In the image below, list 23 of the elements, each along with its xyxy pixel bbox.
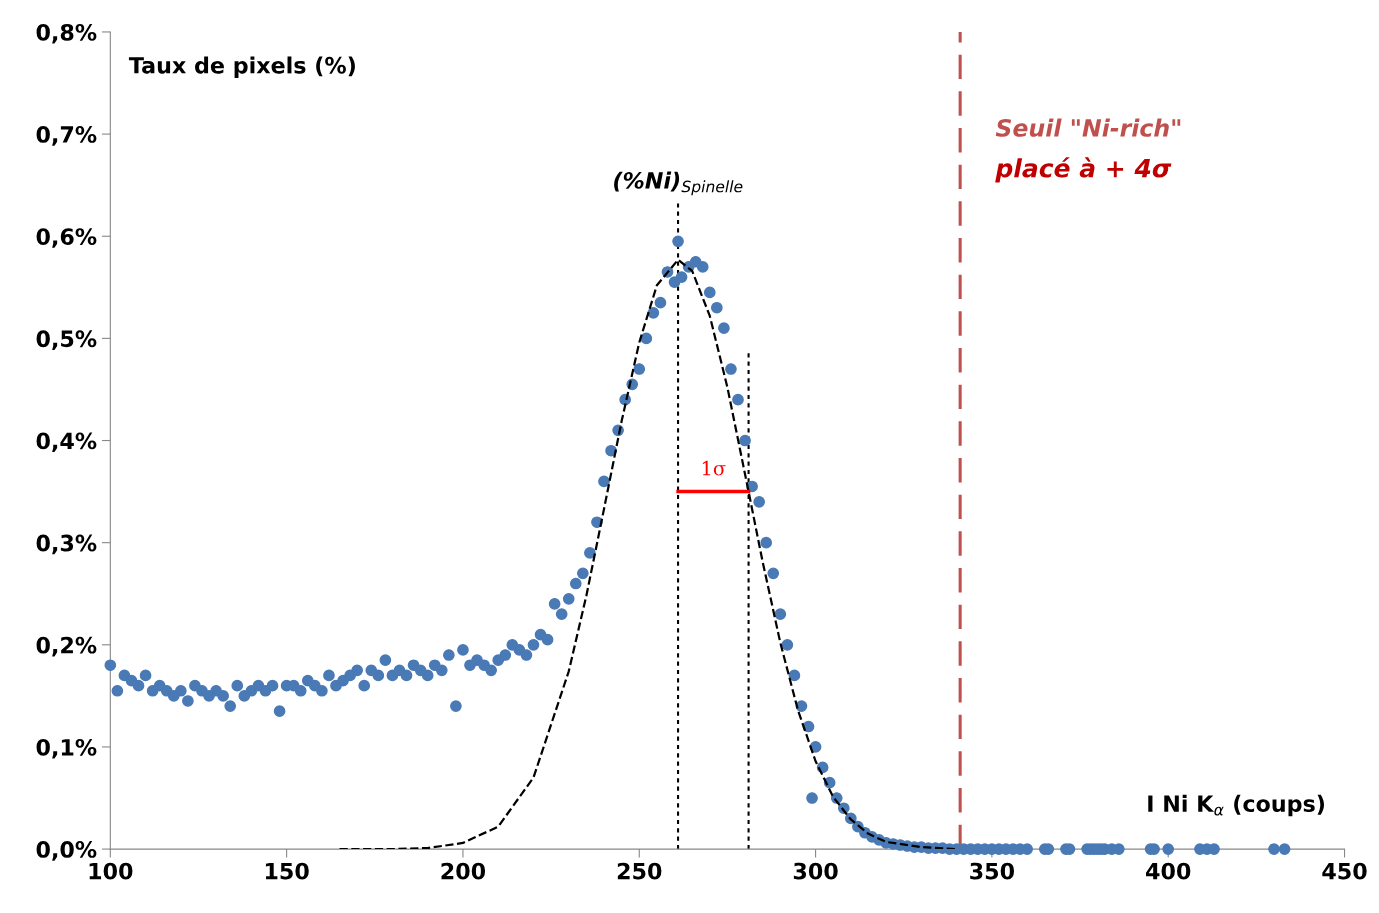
y-tick-label: 0,6%: [36, 228, 97, 248]
x-tick-label: 200: [441, 862, 486, 880]
y-tick-label: 0,1%: [36, 738, 97, 759]
y-tick-label: 0,7%: [36, 126, 97, 146]
y-tick-label: 0,2%: [36, 636, 97, 657]
y-tick-label: 0,0%: [36, 841, 97, 861]
x-tick-label: 300: [793, 862, 838, 880]
x-tick-label: 150: [265, 862, 309, 880]
annotation: 1σ: [702, 460, 726, 476]
ref-line-label: (%Ni)$_{Spinelle}$: [614, 171, 743, 196]
y-axis-title: Taux de pixels (%): [128, 56, 355, 78]
y-tick-label: 0,5%: [36, 330, 97, 350]
x-tick-label: 400: [1146, 862, 1191, 880]
x-tick-label: 450: [1322, 862, 1367, 880]
x-axis-title: I Ni K$_{α}$ (coups): [1148, 794, 1325, 817]
x-tick-label: 350: [970, 862, 1015, 880]
ref-line-label: Seuil "Ni-rich": [995, 118, 1181, 137]
x-tick-label: 250: [617, 862, 662, 880]
annotation: placé à + 4σ: [995, 157, 1172, 183]
y-tick-label: 0,3%: [36, 534, 97, 555]
y-tick-label: 0,4%: [36, 432, 97, 453]
y-tick-label: 0,8%: [36, 23, 97, 44]
x-tick-label: 100: [89, 862, 133, 880]
